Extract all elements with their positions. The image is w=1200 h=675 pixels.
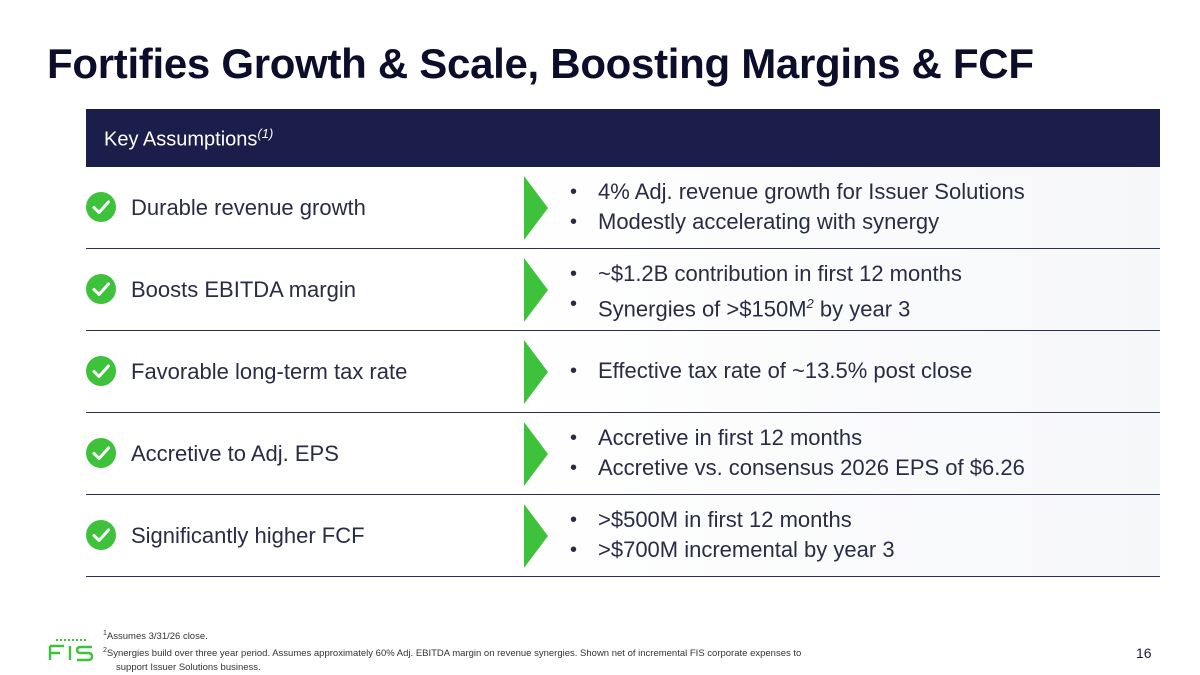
page-number: 16	[1136, 645, 1152, 661]
assumption-row: Durable revenue growth • 4% Adj. revenue …	[86, 167, 1160, 249]
bullet-item: • Accretive in first 12 months	[570, 425, 863, 450]
footnote-2: 2Synergies build over three year period.…	[103, 647, 802, 660]
chevron-right-icon	[524, 504, 548, 568]
assumption-row: Accretive to Adj. EPS • Accretive in firs…	[86, 413, 1160, 495]
page-title: Fortifies Growth & Scale, Boosting Margi…	[47, 40, 1034, 87]
checkmark-icon	[86, 356, 116, 386]
assumption-details: • Effective tax rate of ~13.5% post close	[566, 356, 972, 386]
checkmark-icon	[86, 192, 116, 222]
bullet-item: • >$500M in first 12 months	[570, 507, 852, 532]
checkmark-icon	[86, 520, 116, 550]
checkmark-icon	[86, 274, 116, 304]
assumption-row: Significantly higher FCF • >$500M in firs…	[86, 495, 1160, 577]
footnote-1: 1Assumes 3/31/26 close.	[103, 630, 208, 643]
assumption-label: Significantly higher FCF	[131, 523, 365, 548]
footnote-2-continued: support Issuer Solutions business.	[116, 662, 261, 674]
assumption-details: • ~$1.2B contribution in first 12 months …	[566, 259, 962, 324]
bullet-item: • ~$1.2B contribution in first 12 months	[570, 261, 962, 286]
bullet-item: • Synergies of >$150M2 by year 3	[570, 293, 911, 322]
chevron-right-icon	[524, 340, 548, 404]
assumption-label: Boosts EBITDA margin	[131, 277, 356, 302]
checkmark-icon	[86, 438, 116, 468]
bullet-item: • Effective tax rate of ~13.5% post close	[570, 358, 973, 383]
bullet-item: • Modestly accelerating with synergy	[570, 209, 940, 234]
assumption-details: • 4% Adj. revenue growth for Issuer Solut…	[566, 177, 1025, 237]
assumption-row: Favorable long-term tax rate • Effective …	[86, 331, 1160, 413]
assumption-details: • Accretive in first 12 months • Accretive…	[566, 423, 1025, 483]
key-assumptions-header: Key Assumptions(1)	[86, 109, 1160, 167]
footnotes: 1Assumes 3/31/26 close. 2Synergies build…	[103, 627, 801, 675]
assumption-details: • >$500M in first 12 months • >$700M incre…	[566, 505, 895, 565]
bullet-item: • 4% Adj. revenue growth for Issuer Solut…	[570, 179, 1025, 204]
chevron-right-icon	[524, 176, 548, 240]
assumption-label: Accretive to Adj. EPS	[131, 441, 339, 466]
header-label: Key Assumptions(1)	[104, 126, 274, 151]
assumptions-table: Durable revenue growth • 4% Adj. revenue …	[86, 167, 1160, 577]
fis-logo	[48, 639, 94, 662]
bullet-item: • Accretive vs. consensus 2026 EPS of $6.…	[570, 455, 1025, 480]
bullet-item: • >$700M incremental by year 3	[570, 537, 895, 562]
assumption-label: Favorable long-term tax rate	[131, 359, 408, 384]
assumption-label: Durable revenue growth	[131, 195, 366, 220]
header-footnote-mark: (1)	[257, 126, 274, 141]
assumption-row: Boosts EBITDA margin • ~$1.2B contributio…	[86, 249, 1160, 331]
chevron-right-icon	[524, 422, 548, 486]
chevron-right-icon	[524, 258, 548, 322]
